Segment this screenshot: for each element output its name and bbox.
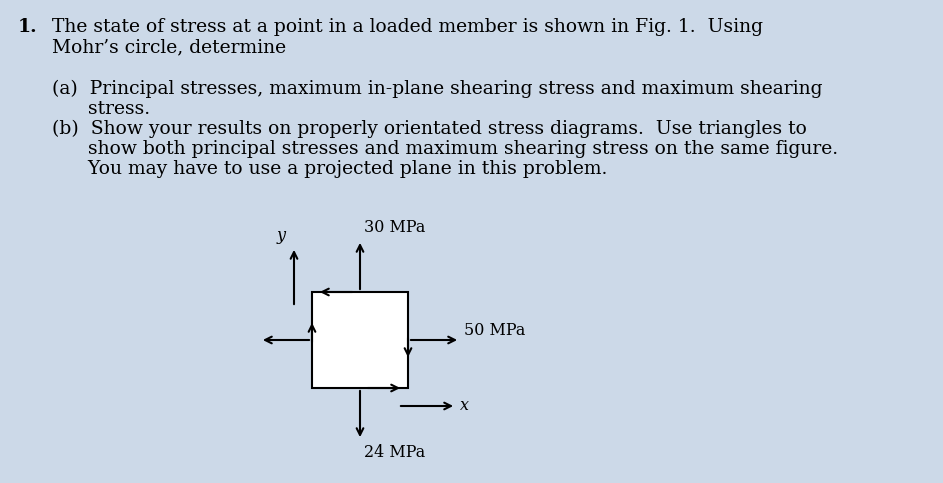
Text: x: x (460, 398, 469, 414)
Text: y: y (277, 227, 286, 244)
Text: 50 MPa: 50 MPa (464, 322, 525, 339)
Text: 1.: 1. (18, 18, 38, 36)
Text: You may have to use a projected plane in this problem.: You may have to use a projected plane in… (52, 160, 607, 178)
Text: (a)  Principal stresses, maximum in-plane shearing stress and maximum shearing: (a) Principal stresses, maximum in-plane… (52, 80, 822, 98)
Text: stress.: stress. (52, 100, 150, 118)
Text: 24 MPa: 24 MPa (364, 444, 425, 461)
Text: show both principal stresses and maximum shearing stress on the same figure.: show both principal stresses and maximum… (52, 140, 838, 158)
Bar (312, 292, 408, 388)
Text: (b)  Show your results on properly orientated stress diagrams.  Use triangles to: (b) Show your results on properly orient… (52, 120, 807, 138)
Text: Mohr’s circle, determine: Mohr’s circle, determine (52, 38, 286, 56)
Text: 30 MPa: 30 MPa (364, 219, 425, 236)
Text: The state of stress at a point in a loaded member is shown in Fig. 1.  Using: The state of stress at a point in a load… (52, 18, 763, 36)
